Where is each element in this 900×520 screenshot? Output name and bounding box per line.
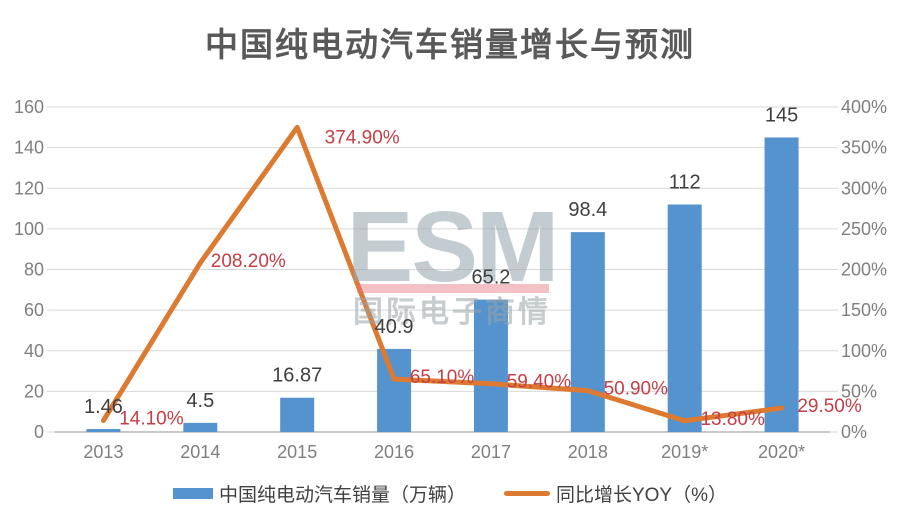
watermark-subtext: 国际电子商情 [353, 296, 551, 329]
bar-value-label: 16.87 [272, 365, 322, 387]
left-axis-tick-label: 160 [14, 97, 44, 117]
left-axis-tick-label: 100 [14, 219, 44, 239]
bars-layer [86, 137, 799, 432]
yoy-value-label: 65.10% [410, 367, 475, 388]
bar [280, 397, 315, 432]
legend-item-yoy: 同比增长YOY（%） [503, 480, 728, 507]
right-axis-tick-label: 400% [841, 97, 887, 117]
yoy-value-labels: 14.10% 208.20% 374.90% 65.10% 59.40% 50.90% 13… [119, 127, 862, 429]
right-axis-tick-label: 250% [841, 219, 887, 239]
x-axis-label: 2020* [758, 442, 805, 462]
bar [667, 204, 702, 432]
yoy-value-label: 29.50% [797, 396, 862, 417]
bar-value-label: 112 [669, 172, 701, 194]
watermark-underline [357, 284, 549, 293]
left-axis-tick-label: 40 [24, 341, 44, 361]
yoy-value-label: 50.90% [604, 379, 669, 400]
right-axis-tick-label: 100% [841, 341, 887, 361]
right-axis-tick-label: 50% [841, 381, 877, 401]
yoy-value-label: 374.90% [325, 127, 400, 148]
yoy-value-label: 13.80% [700, 409, 765, 430]
left-axis-tick-label: 80 [24, 260, 44, 280]
bar [764, 137, 799, 432]
bar [86, 429, 121, 432]
bar-series-swatch [172, 488, 213, 499]
legend-label-yoy: 同比增长YOY（%） [555, 485, 728, 506]
axis-tick-labels: 0 0% 20 50% 40 100% 60 150% 80 200% 100 250% 120 300%… [14, 97, 887, 442]
x-axis-label: 2013 [83, 442, 123, 462]
watermark-brand-text: ESM [347, 191, 558, 303]
x-axis-label: 2019* [661, 442, 708, 462]
bar-value-labels: 1.46 4.5 16.87 40.9 65.2 98.4 112 145 [84, 104, 798, 418]
bar [473, 299, 508, 432]
bar-value-label: 4.5 [186, 390, 214, 412]
chart-legend: 中国纯电动汽车销量（万辆） 同比增长YOY（%） [0, 480, 900, 507]
x-axis-label: 2016 [374, 442, 414, 462]
yoy-value-label: 14.10% [119, 409, 184, 430]
line-series-swatch [503, 491, 550, 496]
bar-value-label: 145 [765, 104, 798, 126]
x-axis-label: 2017 [471, 442, 511, 462]
bar-value-label: 98.4 [568, 199, 607, 221]
right-axis-tick-label: 300% [841, 178, 887, 198]
yoy-line [100, 124, 785, 424]
x-axis-label: 2014 [180, 442, 220, 462]
right-axis-tick-label: 350% [841, 138, 887, 158]
x-axis-labels: 2013 2014 2015 2016 2017 2018 2019* 2020* [83, 442, 805, 462]
bar-value-label: 1.46 [84, 396, 123, 418]
left-axis-tick-label: 0 [34, 422, 44, 442]
legend-item-sales: 中国纯电动汽车销量（万辆） [172, 480, 466, 507]
left-axis-tick-label: 120 [14, 178, 44, 198]
right-axis-tick-label: 150% [841, 300, 887, 320]
bar-value-label: 40.9 [375, 316, 414, 338]
bar [570, 232, 605, 432]
right-axis-tick-label: 0% [841, 422, 867, 442]
right-axis-tick-label: 200% [841, 260, 887, 280]
bar-value-label: 65.2 [471, 267, 510, 289]
x-axis-label: 2018 [568, 442, 608, 462]
bar [183, 422, 218, 432]
x-axis-label: 2015 [277, 442, 317, 462]
bar [377, 348, 412, 432]
left-axis-tick-label: 20 [24, 381, 44, 401]
chart-title: 中国纯电动汽车销量增长与预测 [205, 26, 695, 63]
legend-label-sales: 中国纯电动汽车销量（万辆） [218, 485, 466, 506]
left-axis-tick-label: 140 [14, 138, 44, 158]
yoy-value-label: 59.40% [507, 372, 572, 393]
yoy-value-label: 208.20% [211, 251, 286, 272]
left-axis-tick-label: 60 [24, 300, 44, 320]
